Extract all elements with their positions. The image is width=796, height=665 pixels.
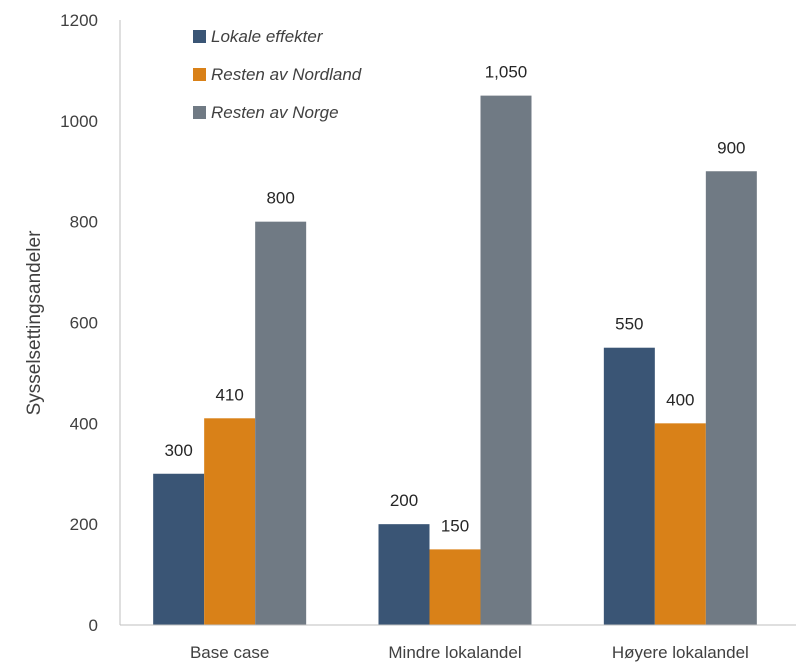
y-tick-label: 600	[70, 314, 98, 333]
x-category-label: Base case	[190, 643, 269, 662]
legend: Lokale effekter Resten av Nordland Resten …	[193, 27, 362, 122]
data-label: 550	[615, 315, 643, 334]
y-tick-label: 400	[70, 414, 98, 433]
x-axis-categories: Base case Mindre lokalandel Høyere lokalan…	[190, 643, 749, 662]
bar	[204, 418, 256, 625]
y-axis-label: Sysselsettingsandeler	[24, 230, 45, 415]
bar	[705, 171, 757, 625]
legend-swatch	[193, 30, 206, 43]
data-label: 800	[266, 189, 294, 208]
y-tick-label: 1000	[60, 112, 98, 131]
bar	[429, 549, 481, 625]
data-label: 410	[215, 385, 243, 404]
data-label: 150	[441, 516, 469, 535]
data-label: 1,050	[485, 63, 528, 82]
data-label: 900	[717, 138, 745, 157]
y-tick-label: 800	[70, 213, 98, 232]
data-label: 300	[164, 441, 192, 460]
legend-label: Lokale effekter	[211, 27, 324, 46]
bars	[153, 95, 757, 625]
bar	[654, 423, 706, 625]
bar	[378, 524, 430, 625]
y-tick-label: 1200	[60, 11, 98, 30]
x-category-label: Mindre lokalandel	[388, 643, 521, 662]
x-category-label: Høyere lokalandel	[612, 643, 749, 662]
y-tick-label: 0	[89, 616, 98, 635]
bar	[153, 473, 205, 625]
legend-label: Resten av Norge	[211, 103, 339, 122]
data-labels: 300 410 800 200 150 1,050 550 400 900	[164, 63, 745, 536]
data-label: 200	[390, 491, 418, 510]
legend-swatch	[193, 68, 206, 81]
bar	[603, 347, 655, 625]
data-label: 400	[666, 390, 694, 409]
y-tick-label: 200	[70, 515, 98, 534]
bar	[480, 95, 532, 625]
legend-label: Resten av Nordland	[211, 65, 362, 84]
bar	[255, 221, 307, 625]
y-axis-ticks: 0 200 400 600 800 1000 1200	[60, 11, 98, 635]
legend-swatch	[193, 106, 206, 119]
